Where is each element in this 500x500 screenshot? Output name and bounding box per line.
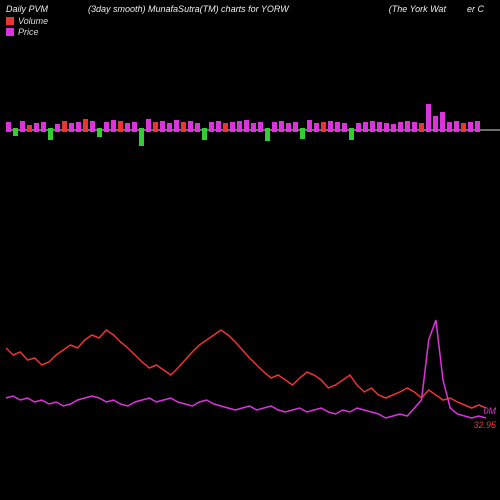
legend-item-volume: Volume — [6, 16, 48, 26]
price-label: Price — [18, 27, 39, 37]
header-right: er C — [467, 4, 484, 14]
price-line-chart — [0, 280, 500, 450]
volume-bar-chart — [0, 90, 500, 170]
volume-swatch — [6, 17, 14, 25]
price-swatch — [6, 28, 14, 36]
legend-item-price: Price — [6, 27, 48, 37]
header-mid: (3day smooth) MunafaSutra(TM) charts for… — [88, 4, 289, 14]
header-left: Daily PVM — [6, 4, 48, 14]
axis-label-price: 32.95 — [473, 420, 496, 430]
legend: Volume Price — [6, 16, 48, 38]
chart-header: Daily PVM (3day smooth) MunafaSutra(TM) … — [6, 4, 494, 14]
volume-label: Volume — [18, 16, 48, 26]
axis-label-volume: 0M — [483, 406, 496, 416]
header-mid2: (The York Wat — [389, 4, 446, 14]
